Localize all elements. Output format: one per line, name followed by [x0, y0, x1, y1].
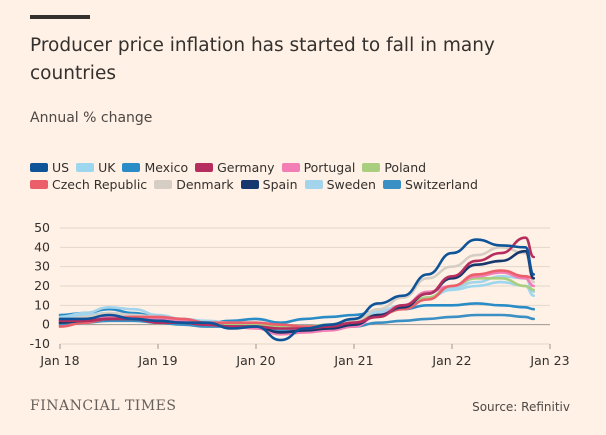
series-line-us — [58, 238, 535, 342]
legend-label: Spain — [262, 177, 298, 192]
legend-label: Czech Republic — [52, 177, 148, 192]
legend-swatch — [382, 180, 401, 189]
series-line-czech-republic — [58, 269, 535, 328]
x-tick-label: Jan 23 — [529, 353, 569, 368]
source-note: Source: Refinitiv — [472, 400, 570, 414]
y-tick-label: 40 — [34, 239, 50, 254]
legend-swatch — [30, 180, 48, 189]
legend-row: US UK Mexico Germany Portugal Poland — [30, 159, 590, 176]
legend-label: UK — [98, 160, 116, 175]
chart-title: Producer price inflation has started to … — [30, 35, 495, 84]
y-tick-label: 50 — [34, 220, 50, 235]
legend-swatch — [76, 163, 95, 172]
y-tick-label: 0 — [42, 317, 50, 332]
y-tick-label: 10 — [34, 297, 50, 312]
legend-item: Denmark — [154, 177, 234, 192]
x-tick-label: Jan 21 — [333, 353, 373, 368]
legend-swatch — [362, 163, 381, 172]
legend-label: Sweden — [326, 177, 376, 192]
chart-subtitle: Annual % change — [30, 110, 153, 126]
legend-item: Sweden — [304, 177, 376, 192]
legend-item: Mexico — [122, 160, 188, 175]
legend-item: Portugal — [281, 160, 356, 175]
legend-swatch — [304, 180, 323, 189]
legend-swatch — [30, 163, 48, 172]
legend-item: US — [30, 160, 69, 175]
legend-swatch — [281, 163, 300, 172]
legend-swatch — [154, 180, 173, 189]
legend-label: Denmark — [176, 177, 234, 192]
legend-swatch — [122, 163, 141, 172]
header-rule — [30, 15, 90, 19]
legend-row: Czech Republic Denmark Spain Sweden Switzerl… — [30, 176, 590, 193]
legend-swatch — [240, 180, 259, 189]
x-tick-label: Jan 19 — [137, 353, 177, 368]
legend: US UK Mexico Germany Portugal Poland Czech Re… — [30, 159, 590, 193]
x-tick-label: Jan 20 — [235, 353, 275, 368]
legend-label: Switzerland — [404, 177, 478, 192]
legend-item: Germany — [195, 160, 275, 175]
legend-item: Czech Republic — [30, 177, 147, 192]
legend-item: Spain — [240, 177, 298, 192]
y-tick-label: -10 — [30, 336, 50, 351]
series-line-mexico — [58, 302, 535, 324]
legend-label: US — [52, 160, 70, 175]
y-tick-label: 20 — [34, 278, 50, 293]
x-tick-label: Jan 18 — [39, 353, 79, 368]
legend-label: Mexico — [144, 160, 189, 175]
legend-item: UK — [76, 160, 115, 175]
legend-swatch — [195, 163, 214, 172]
legend-label: Poland — [384, 160, 427, 175]
x-tick-label: Jan 22 — [431, 353, 471, 368]
publisher-logo-text: FINANCIAL TIMES — [30, 398, 177, 414]
legend-label: Portugal — [303, 160, 356, 175]
y-tick-label: 30 — [34, 259, 50, 274]
legend-label: Germany — [217, 160, 275, 175]
legend-item: Switzerland — [382, 177, 478, 192]
legend-item: Poland — [362, 160, 426, 175]
